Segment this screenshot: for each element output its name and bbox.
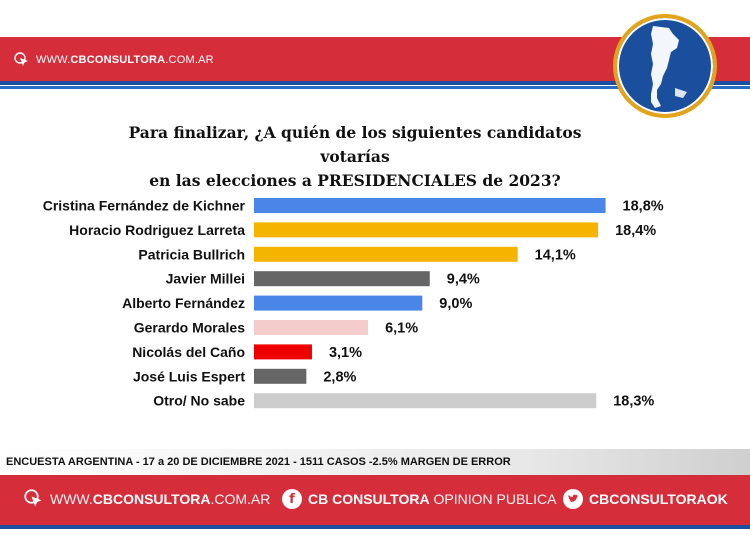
- footer-website-link[interactable]: WWW.CBCONSULTORA.COM.AR: [24, 488, 270, 510]
- bar: [254, 246, 518, 262]
- header-brand[interactable]: WWW.CBCONSULTORA.COM.AR: [14, 50, 214, 70]
- cursor-click-icon: [14, 52, 28, 66]
- category-label: Javier Millei: [166, 271, 245, 287]
- cursor-click-icon: [24, 489, 42, 507]
- bar-chart: Cristina Fernández de Kichner 18,8% Horaci…: [43, 198, 664, 410]
- value-label: 14,1%: [535, 247, 576, 263]
- argentina-map-icon: [651, 26, 687, 108]
- bar: [254, 271, 430, 287]
- footer-twitter-link[interactable]: CBCONSULTORAOK: [563, 488, 728, 510]
- category-label: Nicolás del Caño: [132, 344, 245, 360]
- category-label: Gerardo Morales: [134, 320, 245, 336]
- title-line-2: en las elecciones a PRESIDENCIALES de 20…: [149, 171, 561, 190]
- chart-title: Para finalizar, ¿A quién de los siguient…: [95, 121, 615, 193]
- value-label: 9,0%: [439, 296, 472, 312]
- facebook-icon: f: [282, 489, 302, 509]
- footer-facebook-link[interactable]: f CB CONSULTORA OPINION PUBLICA: [282, 488, 556, 510]
- survey-footnote: ENCUESTA ARGENTINA - 17 a 20 DE DICIEMBR…: [6, 456, 511, 468]
- bar: [254, 295, 423, 311]
- bar: [254, 368, 307, 384]
- value-label: 18,8%: [623, 199, 664, 215]
- value-label: 2,8%: [323, 369, 356, 385]
- category-label: Alberto Fernández: [122, 295, 245, 311]
- value-label: 18,4%: [615, 223, 656, 239]
- header-stripe: [0, 81, 750, 89]
- bar: [254, 344, 312, 360]
- footer-bar: [0, 475, 750, 529]
- category-label: Cristina Fernández de Kichner: [43, 198, 246, 214]
- title-line-1: Para finalizar, ¿A quién de los siguient…: [128, 123, 582, 166]
- footer-facebook: CB CONSULTORA OPINION PUBLICA: [308, 491, 557, 507]
- category-label: Horacio Rodriguez Larreta: [69, 222, 245, 238]
- footer-website: WWW.CBCONSULTORA.COM.AR: [50, 491, 271, 507]
- footer-twitter: CBCONSULTORAOK: [589, 491, 728, 507]
- bar: [254, 320, 369, 335]
- bar: [254, 222, 599, 238]
- twitter-icon: [563, 489, 583, 509]
- bar: [254, 393, 597, 409]
- category-label: Patricia Bullrich: [138, 246, 245, 262]
- bar: [254, 198, 606, 213]
- category-label: José Luis Espert: [133, 368, 245, 384]
- value-label: 18,3%: [613, 394, 654, 410]
- footnote-band: [0, 449, 750, 475]
- category-label: Otro/ No sabe: [153, 393, 245, 409]
- value-label: 9,4%: [447, 272, 480, 288]
- value-label: 3,1%: [329, 345, 362, 361]
- value-label: 6,1%: [385, 321, 418, 337]
- argentina-map-logo: [613, 14, 717, 118]
- header-website: WWW.CBCONSULTORA.COM.AR: [36, 54, 214, 66]
